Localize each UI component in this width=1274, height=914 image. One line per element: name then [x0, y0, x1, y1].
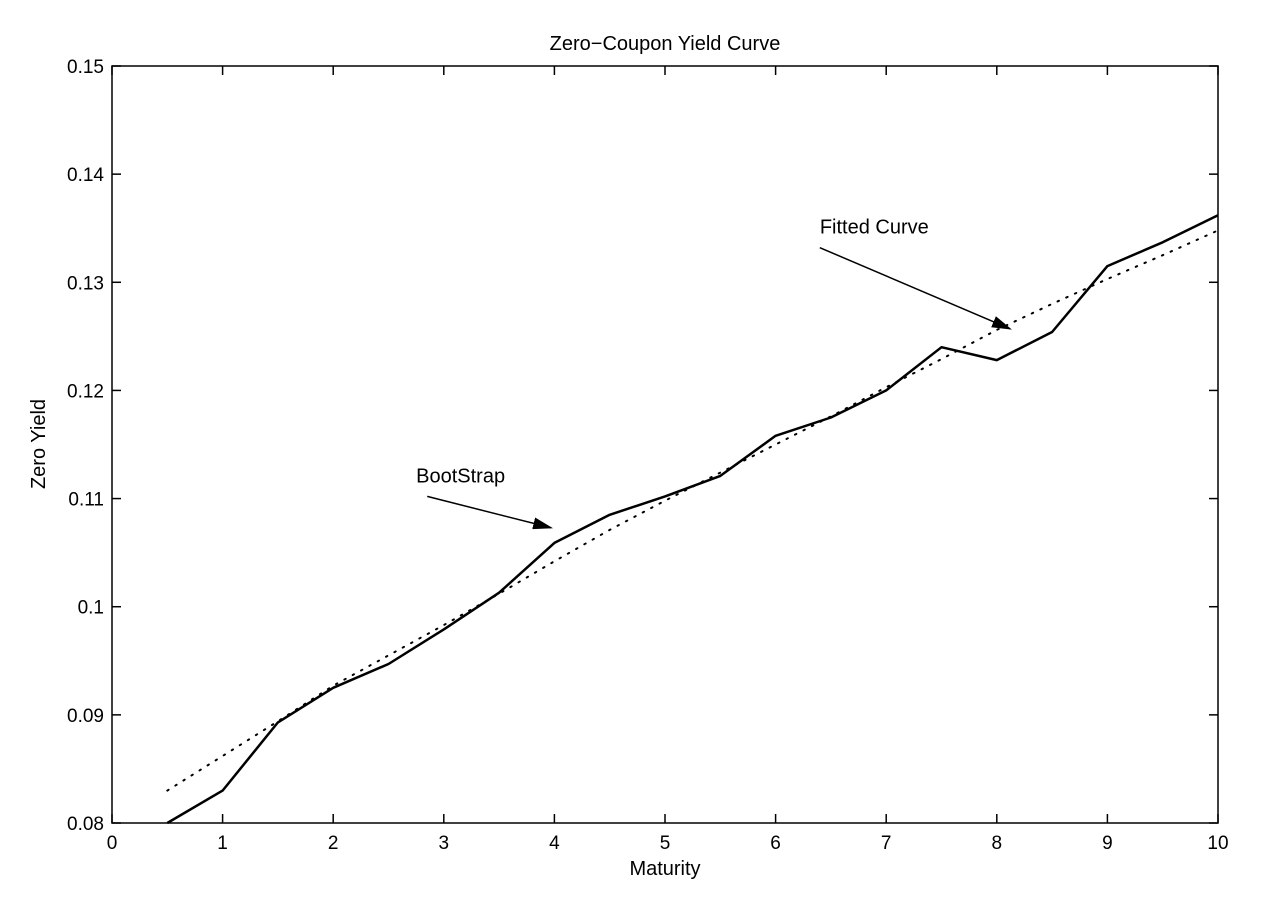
y-tick-label: 0.13 — [67, 273, 104, 294]
x-axis-ticks: 0 1 2 3 4 5 6 7 8 9 10 — [107, 66, 1229, 854]
plot-frame — [111, 65, 1219, 824]
x-tick-label: 9 — [1102, 833, 1113, 854]
annotation-layer: BootStrap Fitted Curve — [416, 217, 1012, 530]
x-tick-label: 10 — [1207, 833, 1228, 854]
x-axis-label: Maturity — [629, 858, 700, 880]
x-tick-label: 6 — [770, 833, 781, 854]
x-tick-label: 7 — [881, 833, 892, 854]
y-axis-label: Zero Yield — [28, 399, 50, 489]
annotation-arrow — [819, 246, 1012, 330]
annotation-label: Fitted Curve — [820, 217, 929, 239]
x-tick-label: 5 — [660, 833, 671, 854]
bootstrap-line — [166, 214, 1219, 825]
y-tick-label: 0.08 — [67, 814, 104, 835]
y-tick-label: 0.1 — [78, 598, 104, 619]
x-tick-label: 3 — [439, 833, 450, 854]
annotation-label: BootStrap — [416, 465, 505, 487]
x-tick-label: 2 — [328, 833, 339, 854]
chart-title: Zero−Coupon Yield Curve — [550, 33, 781, 55]
y-axis-ticks: 0.08 0.09 0.1 0.11 0.12 0.13 0.14 0.15 — [67, 57, 1218, 835]
x-tick-label: 4 — [549, 833, 560, 854]
x-tick-label: 8 — [992, 833, 1003, 854]
y-tick-label: 0.14 — [67, 165, 104, 186]
fitted-curve-line — [166, 229, 1219, 792]
y-tick-label: 0.12 — [67, 381, 104, 402]
annotation-arrow — [427, 495, 554, 530]
y-tick-label: 0.15 — [67, 57, 104, 78]
x-tick-label: 1 — [217, 833, 228, 854]
y-tick-label: 0.11 — [68, 490, 104, 511]
x-tick-label: 0 — [107, 833, 118, 854]
series-layer — [166, 214, 1219, 825]
y-tick-label: 0.09 — [67, 706, 104, 727]
